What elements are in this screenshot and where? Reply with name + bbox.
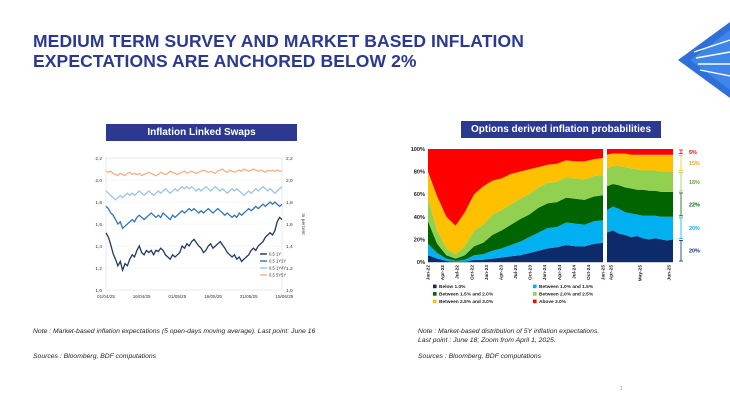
x-tick-label: Oct-24 [586,265,592,280]
legend-label: Above 3.0% [539,299,567,305]
x-tick-label: Jan-22 [426,265,432,281]
y-tick-label: 100% [411,147,425,153]
y-tick-label: 60% [414,192,425,198]
page-title-line1: MEDIUM TERM SURVEY AND MARKET BASED INFL… [33,31,524,51]
y-axis-label: In percent [300,213,306,235]
x-tick-label: Jul-23 [513,265,519,279]
y-tick-label-right: 2,0 [286,178,293,184]
legend-label: Between 1.5% and 2.0% [439,292,494,298]
band-percent-label: 20% [689,249,700,255]
x-tick-label: 01/05/25 [168,294,186,299]
x-tick-label: Jan-24 [542,265,548,281]
left-panel-title: Inflation Linked Swaps [106,124,297,141]
right-sources: Sources : Bloomberg, BDF computations [418,353,542,360]
x-tick-label: Oct-23 [528,265,534,280]
x-tick-label: Jul-22 [455,265,461,279]
main-area-band [428,158,603,255]
y-tick-label: 0% [417,260,425,266]
y-tick-label-right: 1,6 [286,222,293,228]
x-tick-label: 01/04/25 [97,294,115,299]
page-title-line2: EXPECTATIONS ARE ANCHORED BELOW 2% [33,51,417,71]
band-percent-label: 20% [689,226,700,232]
y-tick-label: 40% [414,215,425,221]
legend-swatch [533,292,537,296]
main-area-band [428,149,603,226]
zoom-x-tick-label: Jun-25 [667,265,673,281]
legend-swatch [433,292,437,296]
series-line [105,185,283,201]
options-area-chart: 0% 20% 40% 60% 80% 100% Jan-22 Apr-22 Jul-22 Oct-… [411,147,700,305]
band-percent-label: 5% [689,150,697,156]
x-tick-label: Apr-23 [498,265,504,281]
legend-label: 0,5 1Y [269,252,281,257]
brand-logo-icon [678,22,730,98]
x-tick-label: 16/05/25 [204,294,222,299]
legend-swatch [533,284,537,289]
y-tick-label-left: 1,8 [95,200,102,206]
main-area-band [428,220,603,262]
y-tick-label-right: 1,8 [286,200,293,206]
zoom-x-tick-label: May-25 [638,265,644,282]
y-tick-label-left: 1,2 [95,266,102,272]
legend-label: Between 2.0% and 2.5% [539,292,594,298]
y-tick-label: 80% [414,170,425,176]
x-tick-label: Apr-22 [440,265,446,281]
page-number: 1 [620,386,623,392]
y-tick-label-left: 1,4 [95,244,102,250]
main-area-band [428,195,603,261]
zoom-area-band [607,184,673,217]
band-percent-label: 15% [689,161,700,167]
series-line [105,201,283,230]
zoom-area-band [607,206,673,241]
series-line [105,168,282,177]
page-title: MEDIUM TERM SURVEY AND MARKET BASED INFL… [33,31,593,71]
y-tick-label: 20% [414,237,425,243]
y-tick-label-left: 2,0 [95,178,102,184]
x-tick-label: Jul-24 [571,265,577,279]
x-tick-label: 15/06/25 [275,294,293,299]
y-tick-label-left: 2,2 [95,156,102,162]
legend-label: Between 2.5% and 3.0% [439,299,494,305]
zoom-area-band [607,153,673,172]
x-tick-label: Jan-23 [484,265,490,281]
left-sources: Sources : Bloomberg, BDF computations [33,353,157,360]
legend-swatch [533,299,537,304]
zoom-area-band [607,230,673,262]
x-tick-label: 16/04/25 [133,294,151,299]
legend-label: Below 1.0% [439,284,466,290]
legend-label: 0,5 1Y4Y [269,266,286,271]
ils-line-chart: 1,0 1,0 1,2 1,2 1,4 1,4 1,6 1,6 1,8 1,8 2,0 2,0 2,2 2… [95,156,306,299]
legend-label: Between 1.0% and 1.5% [539,284,594,290]
zoom-area-band [607,149,673,155]
right-note-line2: Last point : June 18; Zoom from April 1,… [418,337,556,344]
x-tick-label: Oct-22 [469,265,475,280]
y-tick-label-right: 2,2 [286,156,293,162]
x-tick-label: Apr-24 [557,265,563,281]
y-tick-label-right: 1,0 [286,288,293,294]
zoom-x-tick-label: Apr-25 [609,265,615,281]
legend-swatch [433,299,437,304]
band-percent-label: 22% [689,202,700,208]
band-percent-label: 18% [689,180,700,186]
zoom-area-band [607,166,673,192]
y-tick-label-right: 1,4 [286,244,293,250]
legend-label: 0,5 5Y5Y [269,273,286,278]
legend-label: 0,5 1Y1Y [269,259,286,264]
y-tick-label-left: 1,0 [95,288,102,294]
x-tick-label: 31/05/25 [240,294,258,299]
y-tick-label-left: 1,6 [95,222,102,228]
right-panel-title: Options derived inflation probabilities [461,121,661,138]
left-note: Note : Market-based inflation expectatio… [33,328,316,335]
series-line [105,216,283,273]
legend-swatch [433,284,437,289]
right-note-line1: Note : Market-based distribution of 5Y i… [418,328,600,335]
main-area-band [428,242,603,262]
y-tick-label-right: 1,2 [286,266,293,272]
x-tick-label: Jan-25 [601,265,607,281]
main-area-band [428,175,603,259]
